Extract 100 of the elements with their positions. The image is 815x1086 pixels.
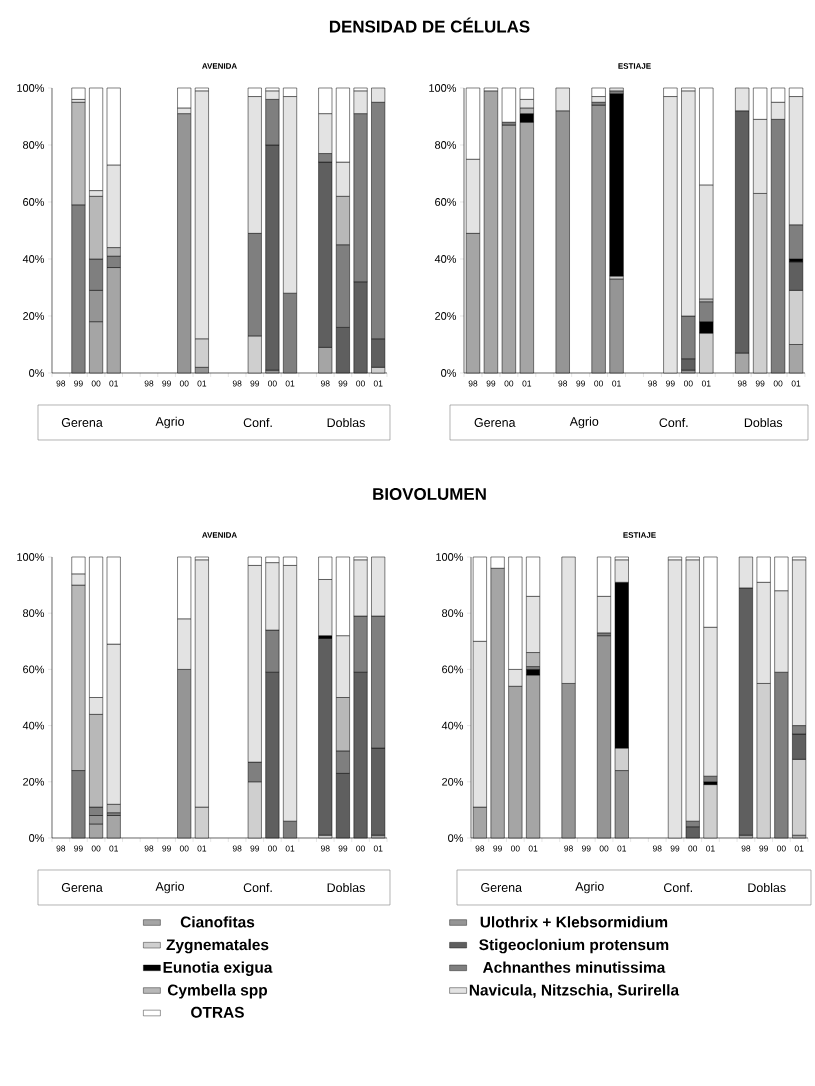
y-tick-label: 40% — [434, 255, 457, 263]
legend-label: Zygnematales — [166, 938, 269, 954]
x-tick-label: 99 — [493, 845, 502, 852]
x-tick-label: 98 — [468, 380, 478, 387]
text: Doblas — [748, 882, 786, 893]
x-tick-label: 01 — [109, 380, 119, 387]
y-tick-label: 0% — [441, 369, 457, 377]
y-tick-label: 40% — [22, 721, 45, 730]
legend-label: Cymbella spp — [167, 984, 268, 999]
x-tick-label: 98 — [737, 380, 747, 387]
x-tick-label: 01 — [373, 380, 383, 387]
y-tick-label: 100% — [429, 84, 457, 92]
legend-label: Achnanthes minutissima — [482, 961, 666, 973]
y-tick-label: 0% — [448, 834, 464, 842]
x-tick-label: 98 — [558, 380, 568, 387]
x-tick-label: 99 — [74, 380, 83, 387]
x-tick-label: 99 — [250, 845, 260, 852]
x-tick-label: 01 — [373, 845, 383, 852]
legend-label: Eunotia exigua — [163, 961, 273, 976]
x-tick-label: 01 — [617, 845, 627, 852]
x-tick-label: 99 — [670, 845, 680, 852]
x-tick-label: 01 — [522, 380, 532, 387]
x-tick-label: 98 — [564, 845, 573, 852]
x-tick-label: 99 — [338, 380, 348, 387]
x-tick-label: 01 — [706, 845, 715, 852]
text: Gerena — [474, 418, 516, 427]
bar — [318, 638, 333, 836]
y-tick-label: 80% — [23, 141, 45, 149]
x-tick-label: 99 — [338, 845, 348, 852]
x-tick-label: 00 — [510, 845, 520, 852]
y-tick-label: 100% — [17, 84, 45, 92]
x-tick-label: 99 — [74, 845, 83, 852]
x-tick-label: 00 — [91, 380, 101, 387]
x-tick-label: 99 — [581, 845, 591, 852]
legend-label: OTRAS — [191, 1006, 244, 1018]
y-tick-label: 0% — [29, 369, 45, 377]
x-tick-label: 98 — [741, 845, 751, 852]
y-tick-label: 80% — [23, 609, 45, 618]
x-tick-label: 01 — [794, 845, 804, 852]
x-tick-label: 01 — [109, 845, 119, 852]
y-tick-label: 20% — [442, 777, 464, 786]
bar — [71, 87, 86, 100]
text: Conf. — [243, 882, 272, 893]
y-tick-label: 80% — [442, 609, 464, 618]
x-tick-label: 98 — [648, 380, 657, 387]
y-tick-label: 60% — [23, 665, 45, 674]
x-tick-label: 98 — [320, 380, 330, 387]
text: Gerena — [61, 883, 103, 892]
x-tick-label: 99 — [666, 380, 675, 387]
x-tick-label: 98 — [232, 380, 242, 387]
text: DENSIDAD DE CÉLULAS — [329, 17, 530, 33]
x-tick-label: 99 — [576, 380, 585, 387]
text: Conf. — [659, 417, 688, 428]
text: BIOVOLUMEN — [373, 488, 486, 500]
x-tick-label: 00 — [594, 380, 603, 387]
x-tick-label: 98 — [56, 845, 66, 852]
x-tick-label: 98 — [232, 845, 242, 852]
x-tick-label: 01 — [612, 380, 621, 387]
bar — [501, 87, 516, 123]
x-tick-label: 00 — [179, 380, 189, 387]
x-tick-label: 01 — [791, 380, 801, 387]
x-tick-label: 99 — [250, 380, 260, 387]
y-tick-label: 40% — [22, 255, 45, 263]
x-tick-label: 01 — [197, 845, 207, 852]
y-tick-label: 20% — [435, 312, 457, 320]
x-tick-label: 00 — [688, 845, 698, 852]
legend-label: Navicula, Nitzschia, Surirella — [469, 984, 680, 998]
x-tick-label: 98 — [144, 380, 154, 387]
legend-label: Cianofitas — [180, 916, 255, 928]
x-tick-label: 00 — [773, 380, 783, 387]
x-tick-label: 00 — [683, 380, 693, 387]
x-tick-label: 01 — [197, 380, 207, 387]
y-tick-label: 100% — [17, 553, 45, 561]
x-tick-label: 99 — [162, 380, 171, 387]
x-tick-label: 98 — [56, 380, 66, 387]
x-tick-label: 98 — [144, 845, 154, 852]
x-tick-label: 00 — [599, 845, 609, 852]
text: Agrio — [155, 416, 185, 429]
bar — [609, 93, 624, 277]
x-tick-label: 99 — [755, 380, 765, 387]
text: Doblas — [327, 417, 365, 428]
text: Agrio — [155, 881, 185, 894]
x-tick-label: 99 — [759, 845, 768, 852]
text: Conf. — [663, 882, 692, 893]
y-tick-label: 60% — [435, 198, 457, 206]
x-tick-label: 00 — [356, 845, 365, 852]
x-tick-label: 01 — [528, 845, 538, 852]
text: Agrio — [575, 881, 604, 894]
text: Gerena — [61, 418, 103, 427]
x-tick-label: 98 — [320, 845, 330, 852]
y-tick-label: 100% — [436, 553, 464, 561]
y-tick-label: 20% — [23, 777, 45, 786]
x-tick-label: 00 — [268, 380, 277, 387]
x-tick-label: 99 — [486, 380, 496, 387]
x-tick-label: 98 — [652, 845, 662, 852]
x-tick-label: 01 — [701, 380, 711, 387]
x-tick-label: 01 — [285, 380, 295, 387]
x-tick-label: 00 — [179, 845, 189, 852]
legend-label: Stigeoclonium protensum — [479, 938, 669, 954]
x-tick-label: 00 — [268, 845, 277, 852]
